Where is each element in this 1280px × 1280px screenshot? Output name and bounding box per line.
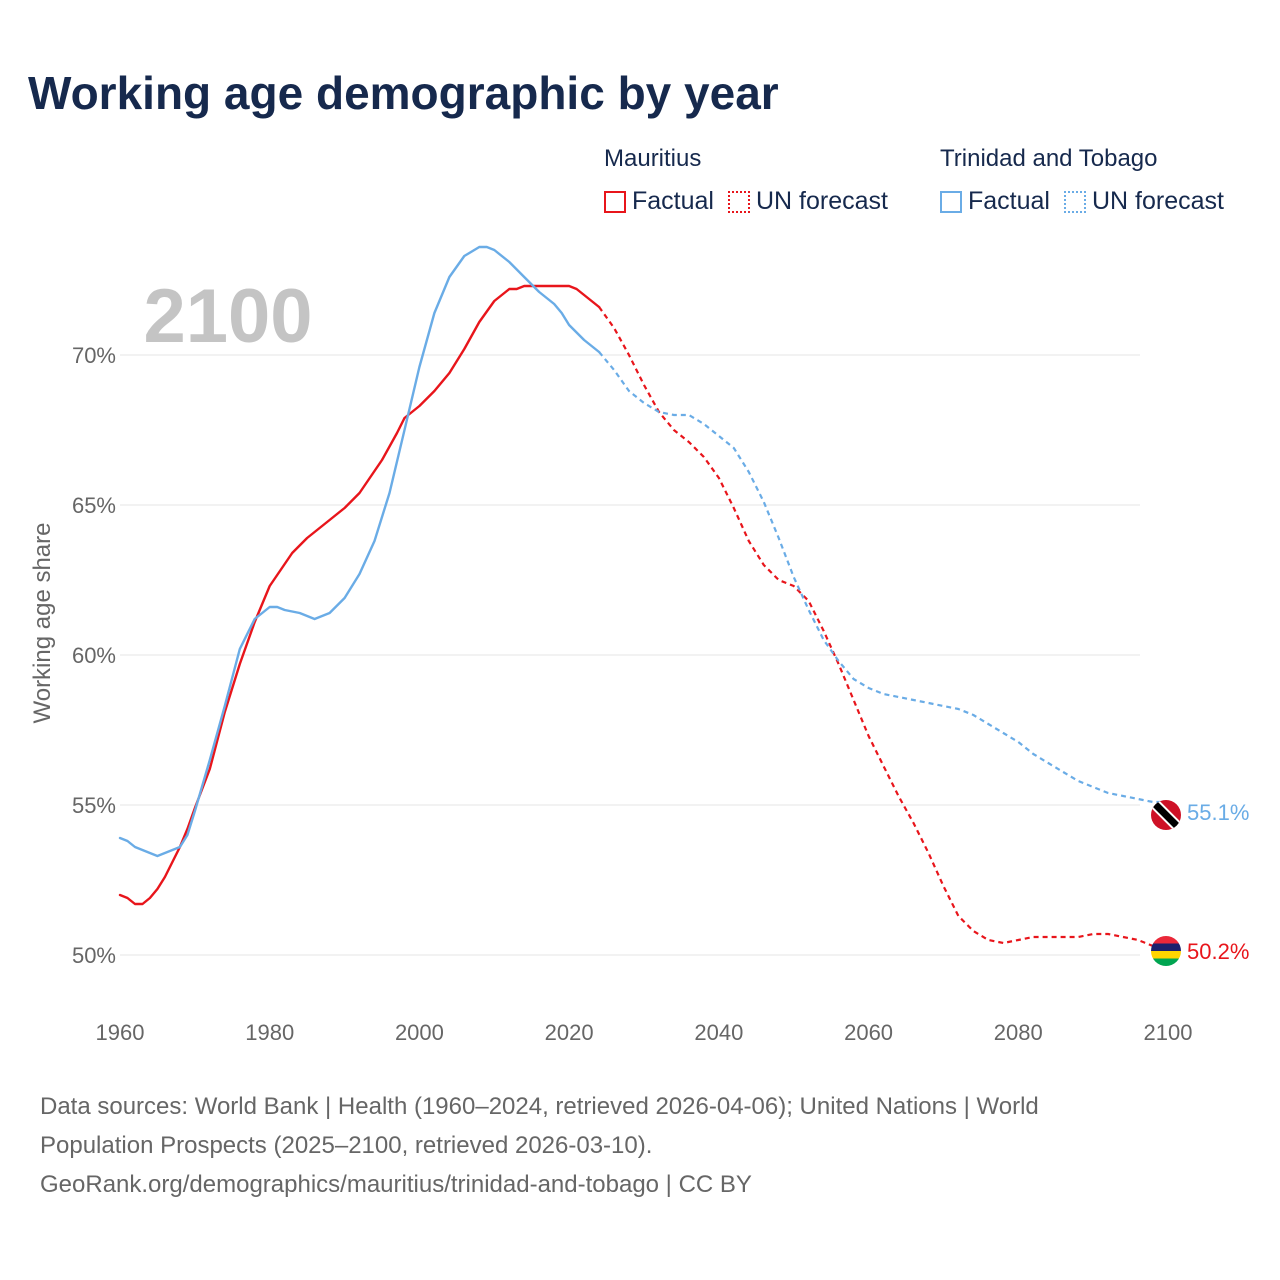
legend-group-name: Trinidad and Tobago	[940, 145, 1158, 172]
legend-group-name: Mauritius	[604, 145, 702, 172]
x-tick-label: 1980	[245, 1020, 294, 1045]
source-link[interactable]: GeoRank.org/demographics/mauritius/trini…	[40, 1171, 752, 1198]
legend-group-trinidad-and-tobago: Trinidad and Tobago Factual UN forecast	[940, 145, 1224, 216]
x-tick-label: 2000	[395, 1020, 444, 1045]
legend-swatch-dotted	[727, 190, 750, 213]
legend-item-trinidad-forecast[interactable]: UN forecast	[1063, 187, 1224, 216]
trinidad-factual-line[interactable]	[118, 245, 601, 858]
y-tick-label: 70%	[72, 343, 116, 368]
gridlines	[120, 354, 1140, 956]
x-tick-label: 2040	[694, 1020, 743, 1045]
chart-title: Working age demographic by year	[28, 67, 779, 119]
mauritius-forecast-line[interactable]	[598, 306, 1169, 951]
x-tick-label: 1960	[96, 1020, 145, 1045]
x-tick-label: 2080	[994, 1020, 1043, 1045]
series-lines	[118, 245, 1169, 951]
trinidad-and-tobago-flag	[1151, 800, 1181, 830]
trinidad-end-value: 55.1%	[1187, 800, 1249, 825]
x-axis-ticks: 1960 1980 2000 2020 2040 2060 2080 2100	[96, 1020, 1193, 1045]
legend-group-mauritius: Mauritius Factual UN forecast	[604, 145, 888, 216]
y-axis-label: Working age share	[29, 523, 56, 724]
legend-item-mauritius-forecast[interactable]: UN forecast	[727, 187, 888, 216]
x-tick-label: 2100	[1144, 1020, 1193, 1045]
y-tick-label: 50%	[72, 943, 116, 968]
year-watermark: 2100	[143, 274, 312, 359]
line-chart: 2100 50% 55% 60% 65% 70% 1960 1980 2000 2020 204…	[29, 245, 1249, 1045]
y-tick-label: 60%	[72, 643, 116, 668]
mauritius-factual-line[interactable]	[118, 284, 601, 906]
mauritius-flag	[1151, 936, 1181, 966]
source-notes: Data sources: World Bank | Health (1960–…	[40, 1087, 1240, 1204]
mauritius-end-value: 50.2%	[1187, 939, 1249, 964]
y-tick-label: 55%	[72, 793, 116, 818]
legend-label: Factual	[632, 187, 714, 215]
legend-label: UN forecast	[755, 187, 888, 215]
legend-item-mauritius-factual[interactable]: Factual	[604, 187, 714, 216]
source-line: Data sources: World Bank | Health (1960–…	[40, 1093, 1039, 1120]
trinidad-forecast-line[interactable]	[598, 351, 1168, 804]
y-tick-label: 65%	[72, 493, 116, 518]
legend-item-trinidad-factual[interactable]: Factual	[940, 187, 1050, 216]
y-axis-ticks: 50% 55% 60% 65% 70%	[72, 343, 116, 968]
legend-swatch-dotted	[1063, 190, 1086, 213]
legend-label: Factual	[968, 187, 1050, 215]
legend-label: UN forecast	[1091, 187, 1224, 215]
legend-swatch-solid	[940, 190, 962, 213]
legend-swatch-solid	[604, 190, 626, 213]
x-tick-label: 2020	[545, 1020, 594, 1045]
source-line: Population Prospects (2025–2100, retriev…	[40, 1132, 653, 1159]
x-tick-label: 2060	[844, 1020, 893, 1045]
